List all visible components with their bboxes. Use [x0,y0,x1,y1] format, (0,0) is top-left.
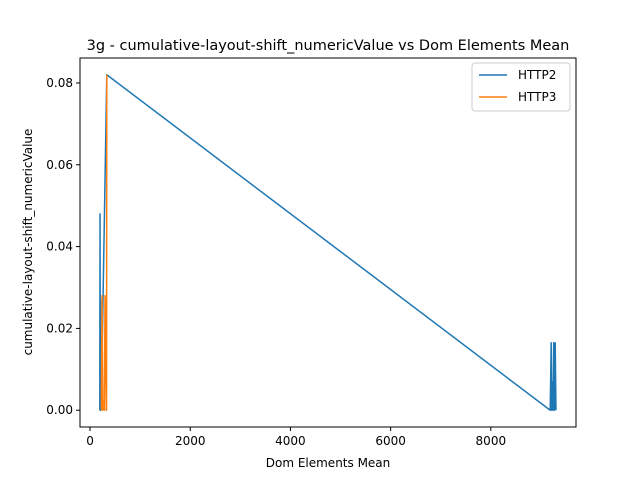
x-tick-label: 2000 [175,434,206,448]
x-tick-label: 0 [86,434,94,448]
plot-frame [79,57,577,428]
legend-label-http3: HTTP3 [518,90,556,104]
chart-title: 3g - cumulative-layout-shift_numericValu… [87,38,570,54]
x-tick-label: 8000 [476,434,507,448]
series-line-http3 [100,74,108,411]
x-axis-label: Dom Elements Mean [266,456,391,470]
legend: HTTP2 HTTP3 [471,62,571,112]
y-tick-label: 0.04 [46,240,73,254]
y-axis-label: cumulative-layout-shift_numericValue [21,129,35,356]
x-tick-label: 4000 [275,434,306,448]
y-tick-label: 0.06 [46,158,73,172]
legend-label-http2: HTTP2 [518,68,556,82]
y-tick-label: 0.02 [46,321,73,335]
series-line-http2 [99,74,557,411]
y-tick-label: 0.08 [46,76,73,90]
y-axis-ticks: 0.00 0.02 0.04 0.06 0.08 [46,76,80,417]
x-tick-label: 6000 [375,434,406,448]
x-axis-ticks: 0 2000 4000 6000 8000 [86,427,506,448]
y-tick-label: 0.00 [46,403,73,417]
series-layer [99,74,557,411]
